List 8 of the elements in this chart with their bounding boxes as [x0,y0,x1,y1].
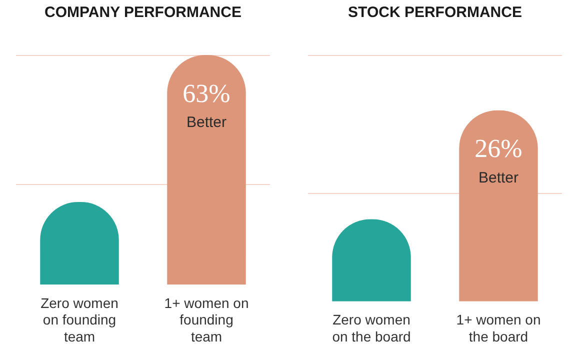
chart-title: COMPANY PERFORMANCE [44,4,242,21]
annotation: 26% Better [474,134,522,187]
x-tick-label: 1+ women on founding team [164,294,249,344]
annotation: 63% Better [182,78,230,132]
chart-title: STOCK PERFORMANCE [347,4,523,21]
x-tick-label: 1+ women on the board [456,312,541,344]
x-tick-label: Zero women on the board [332,312,411,344]
x-tick-label: Zero women on founding team [40,294,118,344]
